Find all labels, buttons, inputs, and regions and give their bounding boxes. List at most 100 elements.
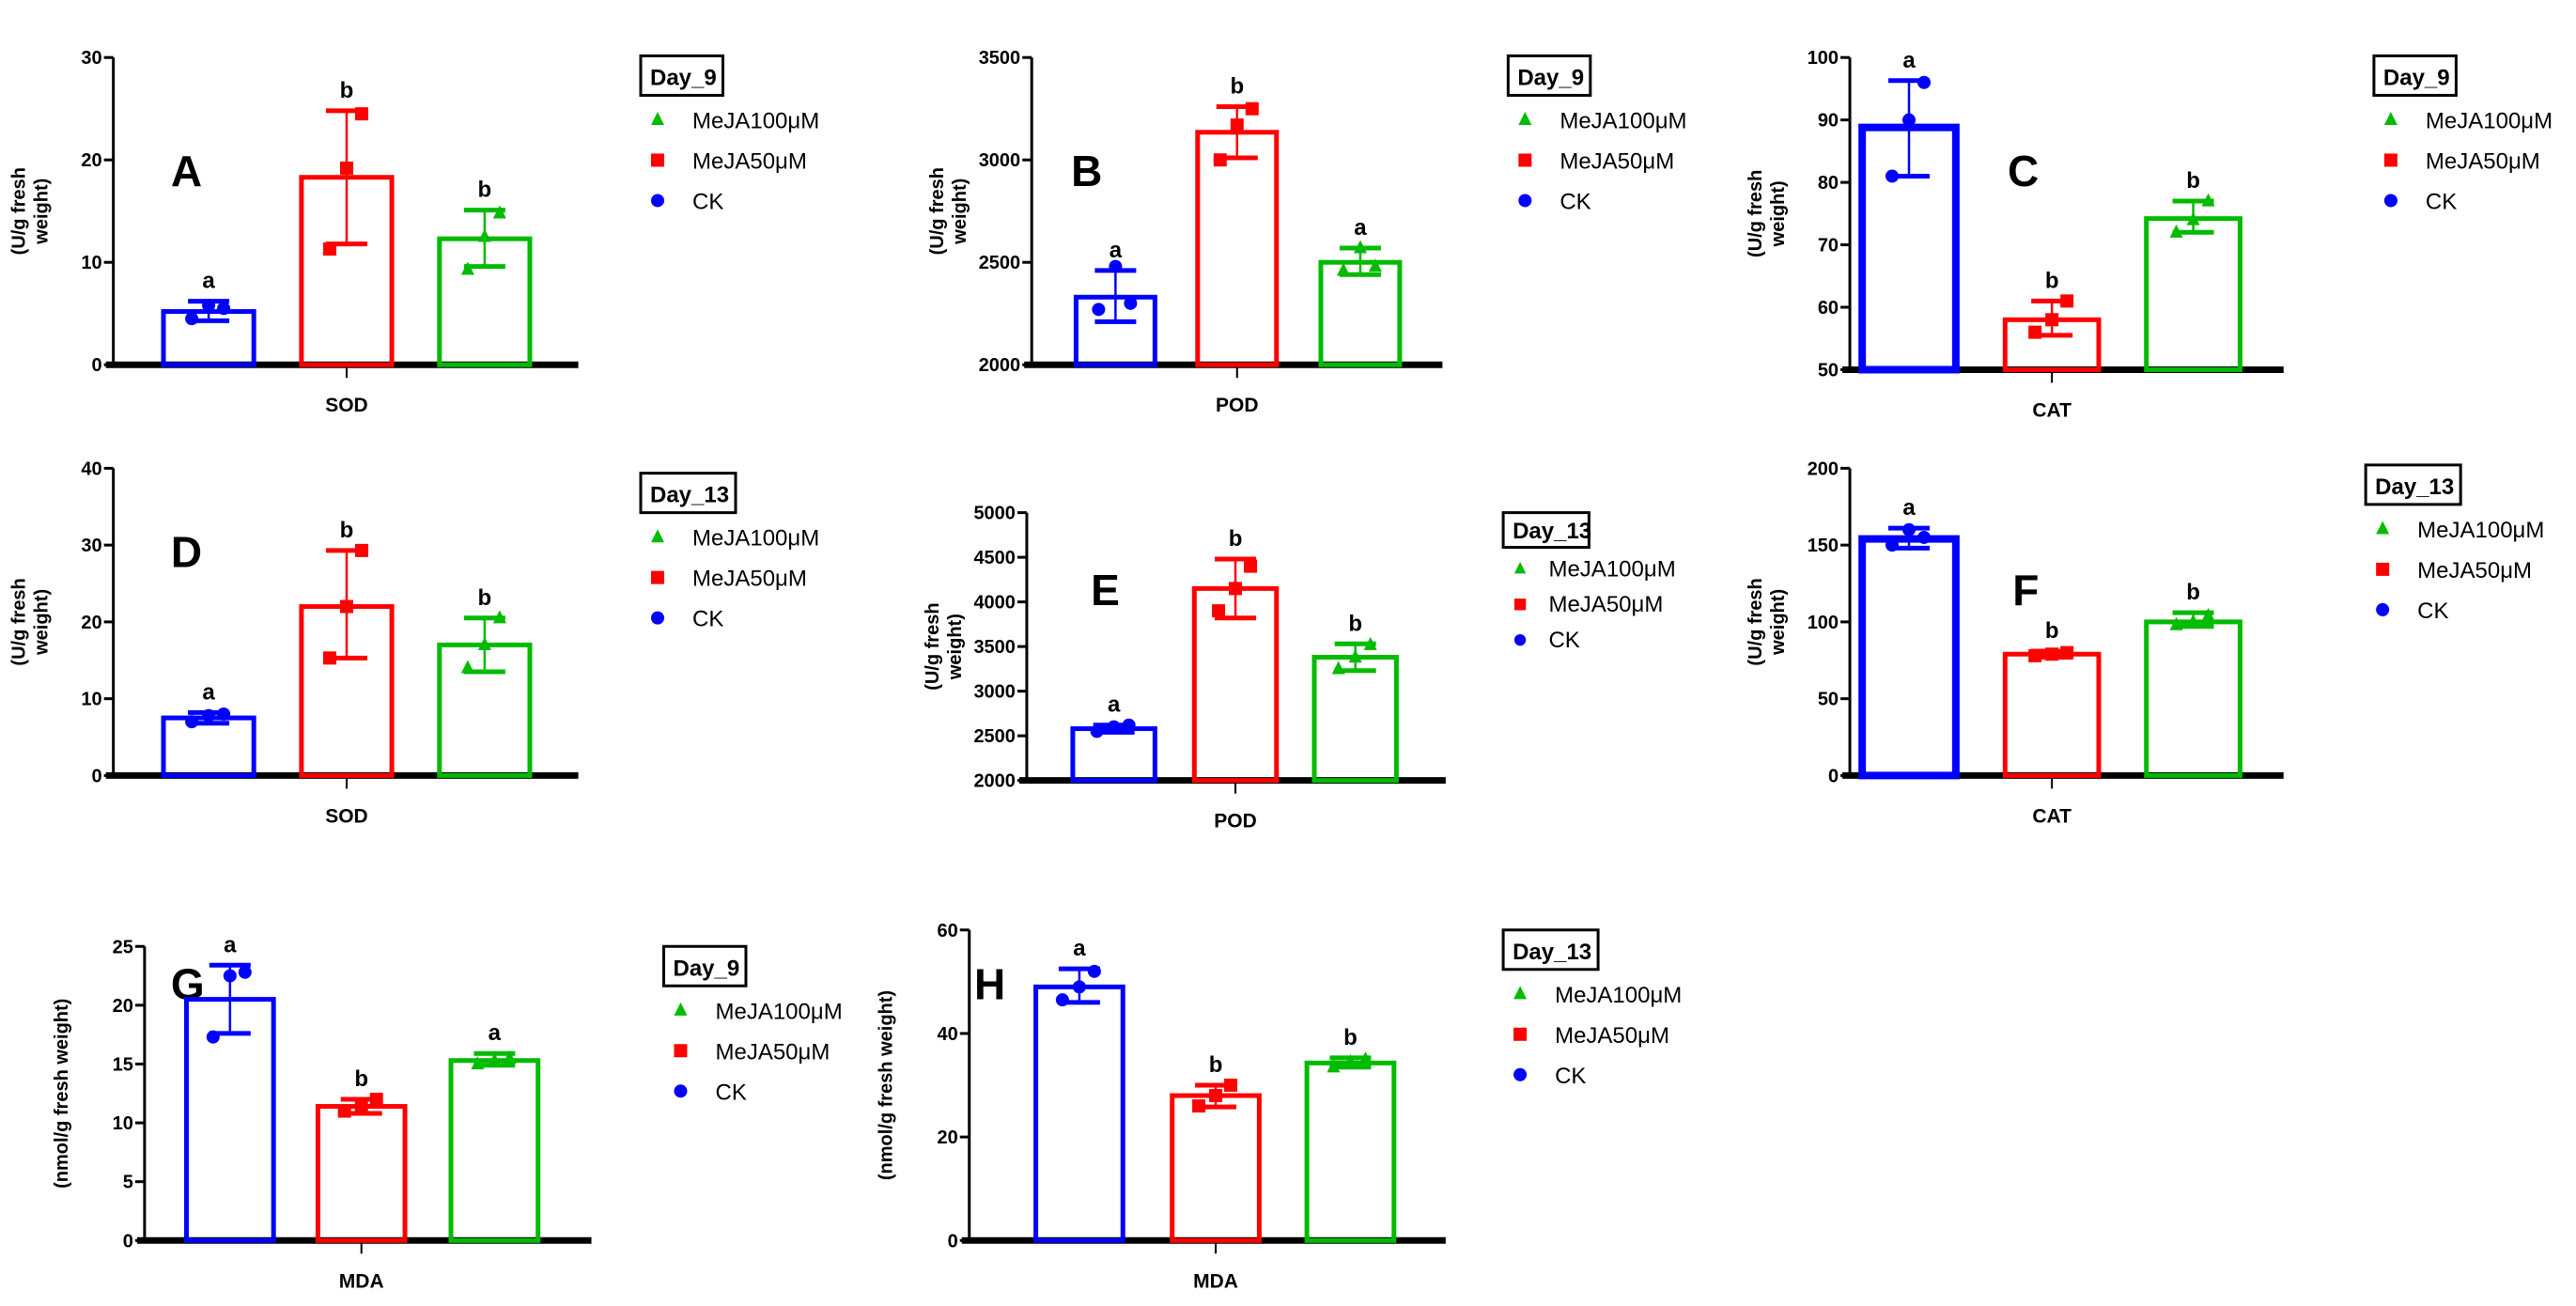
data-point	[1229, 582, 1243, 596]
panel-letter: E	[1091, 566, 1120, 614]
x-axis-label: POD	[1216, 395, 1259, 416]
data-point	[1348, 649, 1362, 663]
y-axis-label-line: (nmol/g fresh weight)	[877, 990, 897, 1180]
y-axis-label-line: (U/g fresh	[9, 167, 30, 255]
data-point	[1087, 964, 1101, 978]
y-tick-label: 3000	[979, 150, 1021, 171]
panel-h: 0 20 40 60 MDA (nmol/g fresh weight) Ha b b Day_1…	[877, 921, 1683, 1293]
data-point	[369, 1093, 383, 1107]
legend-label: MeJA50μM	[692, 567, 807, 592]
significance-letter: b	[1348, 611, 1362, 636]
legend-label: CK	[2417, 599, 2448, 624]
y-axis-label: (nmol/g fresh weight)	[52, 999, 72, 1189]
legend-marker-ck	[674, 1084, 688, 1098]
legend-label: CK	[1555, 1064, 1586, 1089]
legend-label: CK	[692, 607, 723, 632]
data-point	[2169, 616, 2183, 630]
legend-title: Day_13	[2375, 474, 2454, 500]
y-tick-label: 50	[1818, 360, 1839, 381]
legend-label: MeJA50μM	[715, 1039, 830, 1065]
y-tick-label: 4500	[973, 548, 1016, 568]
legend-label: CK	[2426, 189, 2457, 214]
legend-marker-meja50	[674, 1044, 688, 1058]
legend-label: MeJA50μM	[1560, 148, 1674, 174]
y-tick-label: 50	[1818, 690, 1839, 710]
data-point	[1124, 296, 1138, 310]
legend-label: MeJA100μM	[1548, 556, 1675, 582]
legend-label: MeJA100μM	[692, 108, 819, 133]
data-point	[1092, 303, 1106, 317]
data-point	[1363, 636, 1377, 650]
data-point	[1358, 1051, 1373, 1065]
data-point	[337, 1104, 351, 1118]
legend-marker-meja100	[1513, 986, 1528, 1000]
y-axis-label-line: weight)	[32, 589, 53, 656]
bar-meja50	[315, 1104, 408, 1243]
data-point	[2028, 648, 2042, 662]
data-point	[1245, 101, 1259, 116]
legend-label: MeJA100μM	[715, 999, 842, 1024]
legend-marker-meja100	[1518, 112, 1532, 126]
x-axis-label: MDA	[1193, 1270, 1238, 1292]
data-point	[322, 651, 336, 665]
legend-marker-ck	[2376, 602, 2390, 616]
significance-letter: b	[1343, 1025, 1358, 1050]
data-point	[2169, 224, 2183, 238]
data-point	[217, 302, 231, 316]
bar-ck	[1858, 535, 1960, 780]
data-point	[1213, 153, 1227, 167]
data-point	[1209, 1089, 1223, 1103]
legend: Day_9 MeJA100μM MeJA50μM CK	[1506, 54, 1687, 214]
legend-label: MeJA100μM	[1560, 108, 1686, 133]
legend-marker-meja50	[1518, 153, 1532, 167]
legend: Day_13 MeJA100μM MeJA50μM CK	[1501, 928, 1682, 1089]
significance-letter: a	[1902, 495, 1916, 521]
y-tick-label: 60	[1818, 298, 1839, 319]
y-axis-label-line: weight)	[32, 179, 53, 245]
y-tick-label: 20	[81, 150, 101, 171]
legend: Day_9 MeJA100μM MeJA50μM CK	[2372, 54, 2553, 214]
y-tick-label: 3500	[973, 637, 1016, 658]
panel-letter: B	[1071, 147, 1102, 195]
y-axis-label: (nmol/g fresh weight)	[877, 990, 897, 1180]
legend-marker-meja100	[2383, 112, 2398, 126]
significance-letter: b	[2045, 618, 2059, 644]
data-point	[460, 261, 474, 275]
data-point	[1917, 75, 1932, 89]
y-tick-label: 2000	[973, 771, 1016, 792]
data-point	[354, 543, 368, 557]
data-point	[2060, 645, 2074, 660]
data-point	[185, 312, 199, 326]
legend-label: MeJA100μM	[2426, 108, 2553, 133]
legend-label: MeJA100μM	[2417, 518, 2544, 543]
y-tick-label: 20	[81, 613, 101, 633]
panel-letter: C	[2008, 147, 2039, 195]
significance-letter: b	[2186, 580, 2200, 605]
legend: Day_13 MeJA100μM MeJA50μM CK	[1501, 511, 1676, 653]
y-tick-label: 150	[1808, 536, 1839, 556]
data-point	[2186, 614, 2200, 628]
bar-meja50	[1195, 130, 1280, 367]
y-tick-label: 30	[81, 48, 101, 69]
data-point	[1224, 1079, 1238, 1093]
data-point	[238, 965, 252, 979]
legend-label: CK	[1548, 628, 1579, 653]
x-axis-label: CAT	[2032, 805, 2072, 827]
y-tick-label: 200	[1808, 459, 1839, 479]
significance-letter: b	[1229, 526, 1243, 552]
x-axis-label: CAT	[2032, 399, 2072, 421]
data-point	[1109, 259, 1123, 273]
x-axis-label: SOD	[325, 395, 368, 416]
data-point	[1902, 522, 1916, 536]
legend-marker-ck	[1518, 194, 1532, 208]
panel-letter: F	[2012, 566, 2039, 614]
y-tick-label: 100	[1808, 613, 1839, 633]
y-tick-label: 30	[81, 536, 101, 556]
y-tick-label: 15	[113, 1054, 133, 1075]
y-tick-label: 20	[937, 1127, 957, 1148]
y-tick-label: 0	[1828, 766, 1839, 786]
data-point	[1885, 169, 1900, 183]
significance-letter: b	[478, 178, 492, 203]
legend-title: Day_9	[650, 65, 717, 90]
